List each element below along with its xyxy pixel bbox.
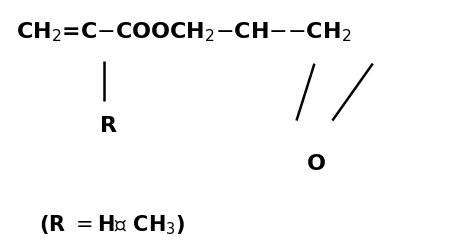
Text: CH$_2$=C$-$COOCH$_2$$-$CH$-$$-$CH$_2$: CH$_2$=C$-$COOCH$_2$$-$CH$-$$-$CH$_2$ [16,21,352,44]
Text: R: R [100,116,117,136]
Text: (R $=$H、 CH$_3$): (R $=$H、 CH$_3$) [39,213,185,236]
Text: O: O [307,153,326,173]
